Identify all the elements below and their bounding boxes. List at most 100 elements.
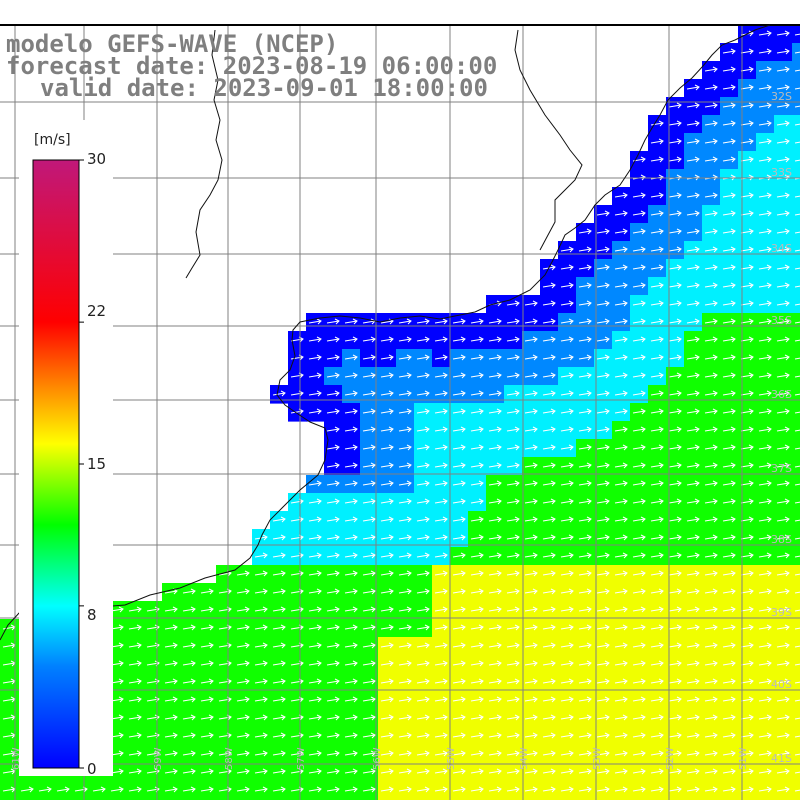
wind-arrow	[290, 500, 304, 504]
wind-arrow	[668, 374, 682, 378]
wind-arrow	[578, 770, 592, 774]
wind-arrow	[794, 717, 800, 720]
wind-arrow	[488, 536, 502, 540]
wind-arrow	[740, 410, 754, 414]
wind-arrow	[290, 518, 304, 522]
wind-arrow	[704, 338, 718, 342]
wind-arrow	[488, 662, 502, 666]
wind-arrow	[236, 698, 250, 702]
wind-arrow	[704, 320, 718, 324]
wind-arrow	[614, 212, 628, 216]
wind-arrow	[326, 626, 340, 630]
wind-arrow	[272, 752, 286, 756]
wind-arrow	[632, 248, 646, 252]
wind-arrow	[794, 177, 800, 180]
wind-arrow	[722, 212, 736, 216]
wind-arrow	[740, 158, 754, 162]
colorbar-tick-label: 30	[87, 150, 107, 168]
wind-arrow	[632, 356, 646, 360]
wind-arrow	[776, 302, 790, 306]
wind-arrow	[542, 356, 556, 360]
wind-arrow	[650, 752, 664, 756]
wind-arrow	[776, 662, 790, 666]
wind-arrow	[740, 536, 754, 540]
wind-arrow	[452, 644, 466, 648]
wind-arrow	[470, 680, 484, 684]
wind-arrow	[758, 140, 772, 144]
wind-arrow	[758, 536, 772, 540]
wind-arrow	[488, 428, 502, 432]
wind-arrow	[596, 284, 610, 288]
wind-arrow	[578, 752, 592, 756]
wind-arrow	[452, 752, 466, 756]
wind-arrow	[704, 752, 718, 756]
wind-arrow	[794, 771, 800, 774]
wind-arrow	[578, 716, 592, 720]
wind-arrow	[380, 734, 394, 738]
wind-arrow	[596, 590, 610, 594]
wind-arrow	[578, 554, 592, 558]
wind-arrow	[254, 590, 268, 594]
wind-arrow	[686, 140, 700, 144]
wind-arrow	[272, 698, 286, 702]
wind-arrow	[164, 734, 178, 738]
wind-arrow	[668, 230, 682, 234]
wind-arrow	[740, 752, 754, 756]
wind-arrow	[794, 231, 800, 234]
wind-arrow	[740, 122, 754, 126]
wind-arrow	[434, 554, 448, 558]
wind-arrow	[650, 626, 664, 630]
wind-arrow	[434, 338, 448, 342]
wind-arrow	[722, 536, 736, 540]
wind-arrow	[362, 482, 376, 486]
wind-arrow	[272, 626, 286, 630]
wind-arrow	[542, 734, 556, 738]
wind-arrow	[2, 698, 16, 702]
wind-arrow	[614, 320, 628, 324]
wind-arrow	[560, 770, 574, 774]
wind-arrow	[452, 446, 466, 450]
latitude-label: 40S	[771, 678, 792, 691]
wind-arrow	[794, 339, 800, 342]
wind-arrow	[668, 644, 682, 648]
wind-arrow	[488, 788, 502, 792]
wind-arrow	[326, 608, 340, 612]
wind-arrow	[128, 716, 142, 720]
wind-arrow	[776, 716, 790, 720]
latitude-labels: 32S 33S 34S 35S 36S 37S 38S 39S 40S 41S	[771, 90, 792, 765]
wind-arrow	[272, 662, 286, 666]
wind-arrow	[632, 482, 646, 486]
wind-arrow	[290, 374, 304, 378]
wind-arrow	[650, 518, 664, 522]
wind-arrow	[776, 212, 790, 216]
wind-arrow	[740, 644, 754, 648]
wind-arrow	[668, 248, 682, 252]
wind-arrow	[506, 536, 520, 540]
wind-arrow	[398, 662, 412, 666]
wind-arrow	[272, 770, 286, 774]
wind-arrow	[722, 680, 736, 684]
wind-arrow	[290, 572, 304, 576]
wind-arrow	[686, 320, 700, 324]
wind-arrow	[740, 140, 754, 144]
wind-arrow	[128, 752, 142, 756]
wind-arrow	[776, 338, 790, 342]
wind-arrow	[776, 356, 790, 360]
wind-arrow	[578, 608, 592, 612]
wind-arrow	[740, 230, 754, 234]
wind-arrow	[722, 356, 736, 360]
wind-arrow	[362, 698, 376, 702]
wind-arrow	[578, 518, 592, 522]
wind-arrow	[506, 518, 520, 522]
wind-arrow	[560, 320, 574, 324]
wind-arrow	[236, 680, 250, 684]
wind-arrow	[506, 572, 520, 576]
wind-arrow	[416, 644, 430, 648]
wind-arrow	[2, 644, 16, 648]
wind-arrow	[470, 464, 484, 468]
wind-arrow	[416, 770, 430, 774]
wind-arrow	[686, 356, 700, 360]
wind-arrow	[614, 590, 628, 594]
wind-arrow	[470, 482, 484, 486]
wind-arrow	[650, 716, 664, 720]
